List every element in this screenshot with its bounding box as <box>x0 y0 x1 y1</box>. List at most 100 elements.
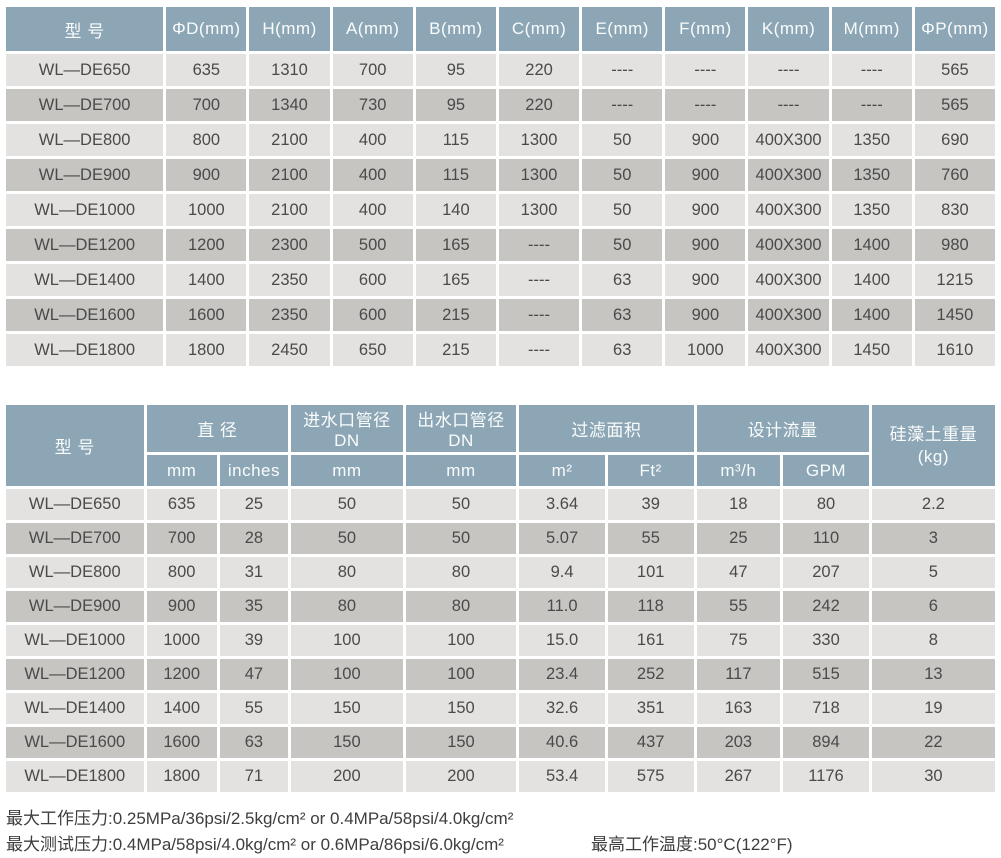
model-cell: WL—DE650 <box>6 489 144 520</box>
value-cell: 1450 <box>914 299 995 331</box>
value-cell: 400 <box>332 159 413 191</box>
value-cell: 5 <box>871 557 995 588</box>
value-cell: 1800 <box>146 761 217 792</box>
value-cell: 118 <box>607 591 694 622</box>
value-cell: 718 <box>783 693 869 724</box>
value-cell: 55 <box>607 523 694 554</box>
value-cell: 1350 <box>831 159 912 191</box>
value-cell: 47 <box>219 659 289 690</box>
value-cell: 700 <box>332 54 413 86</box>
value-cell: 2350 <box>249 299 330 331</box>
performance-header-unit-row: mm inches mm mm m² Ft² m³/h GPM <box>6 455 995 486</box>
value-cell: 50 <box>291 489 403 520</box>
value-cell: 2100 <box>249 194 330 226</box>
value-cell: 1340 <box>249 89 330 121</box>
value-cell: 9.4 <box>519 557 605 588</box>
value-cell: 63 <box>582 299 663 331</box>
value-cell: 50 <box>582 124 663 156</box>
value-cell: 101 <box>607 557 694 588</box>
value-cell: 53.4 <box>519 761 605 792</box>
value-cell: 150 <box>291 693 403 724</box>
value-cell: 200 <box>405 761 517 792</box>
value-cell: 31 <box>219 557 289 588</box>
value-cell: 1600 <box>146 727 217 758</box>
column-header-b: B(mm) <box>415 7 496 51</box>
value-cell: 900 <box>166 159 247 191</box>
value-cell: 63 <box>219 727 289 758</box>
model-cell: WL—DE800 <box>6 557 144 588</box>
max-test-pressure-note: 最大测试压力:0.4MPa/58psi/4.0kg/cm² or 0.6MPa/… <box>6 835 504 854</box>
value-cell: ---- <box>831 54 912 86</box>
column-header-phi-p: ΦP(mm) <box>914 7 995 51</box>
value-cell: 39 <box>219 625 289 656</box>
column-group-filter-area: 过滤面积 <box>519 405 694 452</box>
column-group-inlet-dn: 进水口管径DN <box>291 405 403 452</box>
value-cell: 600 <box>332 264 413 296</box>
value-cell: 700 <box>166 89 247 121</box>
value-cell: 28 <box>219 523 289 554</box>
model-cell: WL—DE1000 <box>6 625 144 656</box>
performance-spec-table: 型 号 直 径 进水口管径DN 出水口管径DN 过滤面积 设计流量 硅藻土重量 … <box>3 402 998 795</box>
value-cell: 200 <box>291 761 403 792</box>
column-header-flow-m3h: m³/h <box>696 455 781 486</box>
value-cell: 650 <box>332 334 413 366</box>
column-header-flow-gpm: GPM <box>783 455 869 486</box>
value-cell: ---- <box>582 54 663 86</box>
model-cell: WL—DE800 <box>6 124 164 156</box>
table-row: WL—DE700 700 28 50 50 5.07 55 25 110 3 <box>6 523 995 554</box>
model-cell: WL—DE650 <box>6 54 164 86</box>
model-cell: WL—DE900 <box>6 159 164 191</box>
value-cell: 80 <box>405 591 517 622</box>
value-cell: 150 <box>405 727 517 758</box>
column-header-area-m2: m² <box>519 455 605 486</box>
column-header-inlet-mm: mm <box>291 455 403 486</box>
value-cell: 8 <box>871 625 995 656</box>
value-cell: 50 <box>582 229 663 261</box>
value-cell: 242 <box>783 591 869 622</box>
value-cell: 47 <box>696 557 781 588</box>
model-cell: WL—DE1200 <box>6 659 144 690</box>
value-cell: 1400 <box>831 264 912 296</box>
value-cell: 150 <box>291 727 403 758</box>
table-row: WL—DE1200 1200 2300 500 165 ---- 50 900 400X300 1… <box>6 229 995 261</box>
table-row: WL—DE1400 1400 2350 600 165 ---- 63 900 400X300 1… <box>6 264 995 296</box>
value-cell: 894 <box>783 727 869 758</box>
model-cell: WL—DE1400 <box>6 693 144 724</box>
max-working-pressure-note: 最大工作压力:0.25MPa/36psi/2.5kg/cm² or 0.4MPa… <box>6 809 514 828</box>
value-cell: 80 <box>291 591 403 622</box>
value-cell: 80 <box>783 489 869 520</box>
table-row: WL—DE1600 1600 2350 600 215 ---- 63 900 400X300 1… <box>6 299 995 331</box>
value-cell: ---- <box>748 54 829 86</box>
value-cell: 5.07 <box>519 523 605 554</box>
value-cell: 50 <box>405 523 517 554</box>
value-cell: 32.6 <box>519 693 605 724</box>
value-cell: ---- <box>498 299 580 331</box>
value-cell: 600 <box>332 299 413 331</box>
value-cell: 575 <box>607 761 694 792</box>
value-cell: 700 <box>146 523 217 554</box>
value-cell: 2300 <box>249 229 330 261</box>
model-cell: WL—DE700 <box>6 89 164 121</box>
value-cell: 100 <box>291 659 403 690</box>
table-row: WL—DE650 635 1310 700 95 220 ---- ---- ---- ---- 5… <box>6 54 995 86</box>
value-cell: 900 <box>665 264 746 296</box>
table-row: WL—DE1600 1600 63 150 150 40.6 437 203 894 22 <box>6 727 995 758</box>
max-working-temperature-note: 最高工作温度:50°C(122°F) <box>591 835 793 854</box>
value-cell: 900 <box>665 159 746 191</box>
footer-notes: 最大工作压力:0.25MPa/36psi/2.5kg/cm² or 0.4MPa… <box>3 806 998 858</box>
value-cell: 2100 <box>249 124 330 156</box>
column-header-m: M(mm) <box>831 7 912 51</box>
value-cell: 95 <box>415 54 496 86</box>
value-cell: 115 <box>415 159 496 191</box>
dimension-table-body: WL—DE650 635 1310 700 95 220 ---- ---- ---- ---- 5… <box>6 54 995 366</box>
column-group-design-flow: 设计流量 <box>696 405 869 452</box>
value-cell: 1310 <box>249 54 330 86</box>
value-cell: 900 <box>146 591 217 622</box>
value-cell: 400 <box>332 194 413 226</box>
value-cell: 100 <box>291 625 403 656</box>
table-row: WL—DE650 635 25 50 50 3.64 39 18 80 2.2 <box>6 489 995 520</box>
value-cell: 3.64 <box>519 489 605 520</box>
value-cell: 1600 <box>166 299 247 331</box>
model-cell: WL—DE1200 <box>6 229 164 261</box>
table-row: WL—DE800 800 31 80 80 9.4 101 47 207 5 <box>6 557 995 588</box>
